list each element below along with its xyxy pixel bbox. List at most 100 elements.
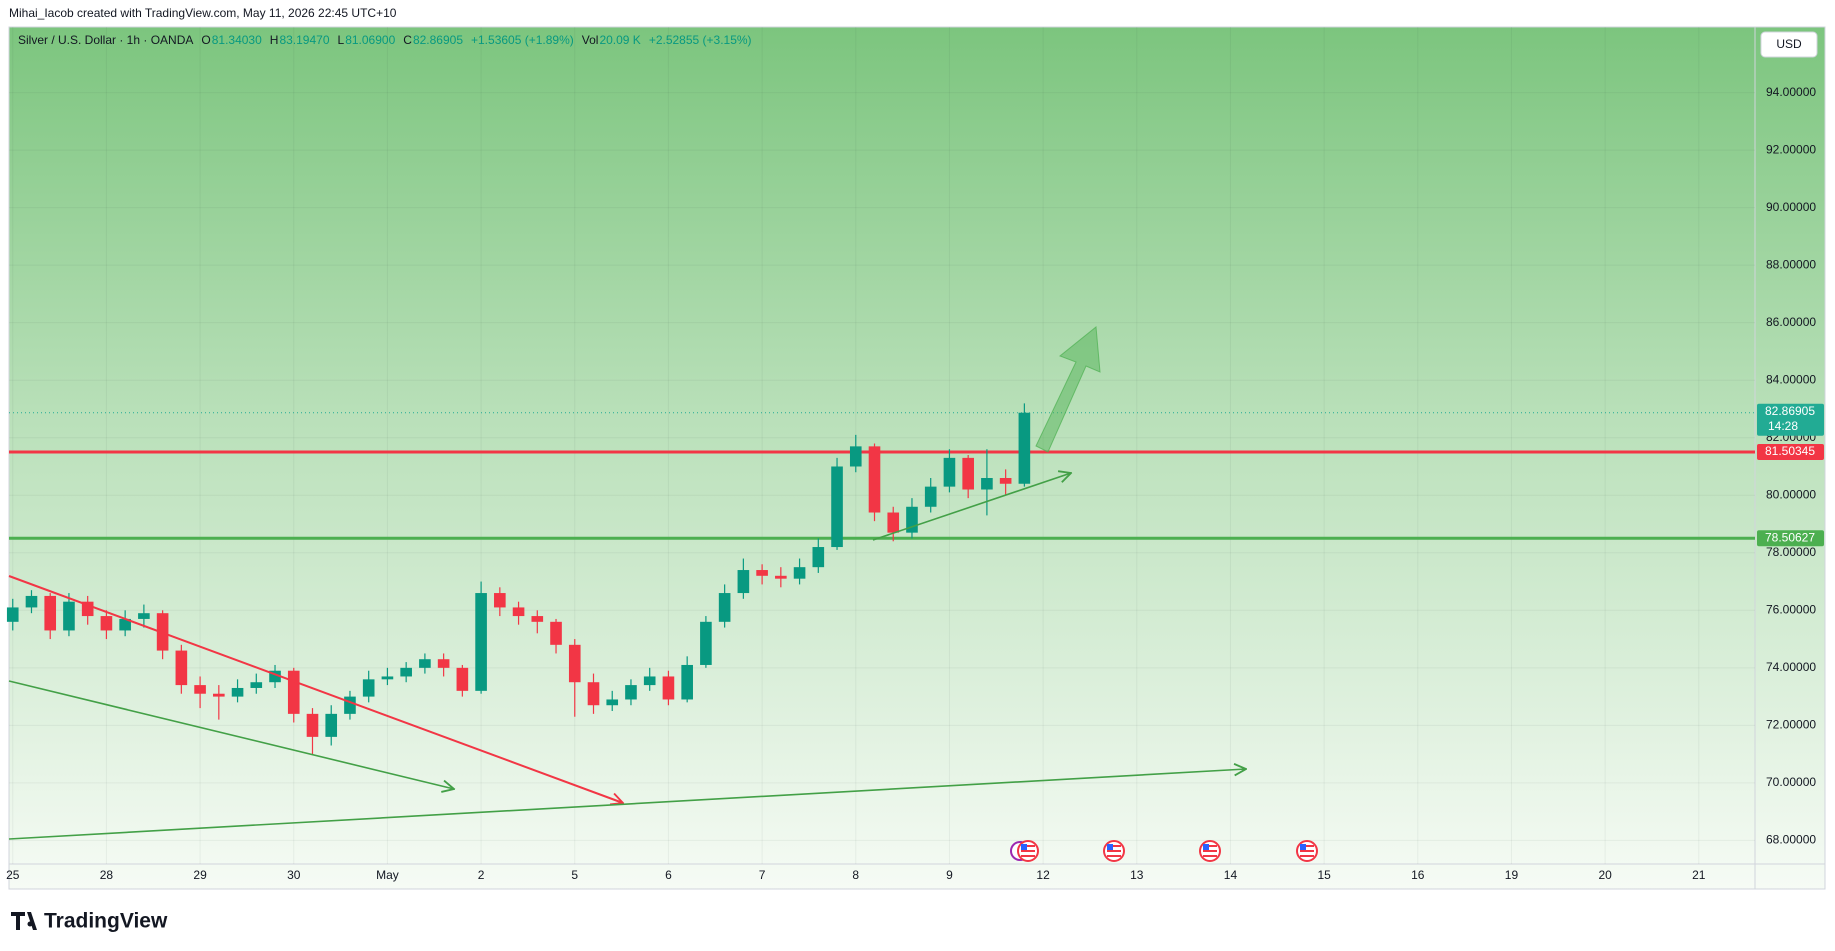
brand: TradingView (11, 910, 168, 933)
candle-body (419, 659, 431, 668)
candle-body (924, 486, 937, 507)
chart-background (8, 26, 1826, 890)
event-marker[interactable] (1103, 840, 1125, 862)
y-tick-label: 92.00000 (1766, 142, 1816, 156)
x-tick-label: 14 (1224, 868, 1238, 882)
candle-body (849, 446, 862, 467)
candle-body (494, 593, 506, 608)
candle-body (437, 659, 450, 668)
legend-value: 81.34030 (212, 33, 262, 47)
candle-body (625, 685, 637, 700)
trend-line (8, 769, 1246, 840)
candle-body (812, 547, 825, 568)
currency-button-frame[interactable] (1760, 31, 1818, 58)
legend-value: 82.86905 (413, 33, 463, 47)
currency-label[interactable]: USD (1776, 37, 1802, 51)
levels (9, 412, 1755, 540)
trend-line (872, 473, 1071, 541)
candle-body (44, 595, 57, 631)
candle-body (63, 601, 75, 631)
brand-logo (11, 912, 37, 930)
y-tick-label: 72.00000 (1766, 718, 1816, 732)
level-price-label: 78.50627 (1765, 530, 1815, 544)
event-marker[interactable] (1017, 840, 1039, 862)
brand-logo-dot (27, 921, 33, 927)
event-markers (1010, 840, 1318, 862)
candle-body (700, 621, 712, 665)
x-tick-label: 25 (6, 868, 20, 882)
candle-body (999, 478, 1012, 484)
candle-body (231, 687, 244, 697)
y-tick-label: 74.00000 (1766, 660, 1816, 674)
x-tick-label: 29 (193, 868, 207, 882)
candle-body (362, 679, 375, 697)
candle-body (662, 676, 675, 700)
countdown-label: 14:28 (1768, 419, 1798, 433)
candle-body (6, 607, 19, 622)
legend-value: 20.09 K (599, 33, 640, 47)
candle-body (269, 670, 281, 683)
candle-body (100, 616, 113, 631)
legend-key: L (338, 33, 345, 47)
candle-body (25, 595, 38, 608)
event-marker[interactable] (1296, 840, 1318, 862)
y-tick-label: 86.00000 (1766, 315, 1816, 329)
x-tick-label: 16 (1411, 868, 1425, 882)
candle-body (775, 575, 787, 579)
attribution: Mihai_Iacob created with TradingView.com… (9, 6, 397, 20)
x-tick-label: 13 (1130, 868, 1144, 882)
candle-body (981, 478, 993, 490)
candle-body (587, 682, 600, 706)
projection-arrow (1035, 326, 1101, 453)
legend-key: O (201, 33, 210, 47)
legend-value: +1.53605 (+1.89%) (471, 33, 574, 47)
x-tick-label: 5 (571, 868, 578, 882)
x-tick-label: 7 (759, 868, 766, 882)
candle-body (400, 667, 412, 677)
legend: Silver / U.S. Dollar · 1h · OANDA O81.340… (18, 33, 752, 47)
grid (9, 27, 1755, 864)
candle-body (381, 676, 394, 680)
candle-body (287, 670, 300, 714)
legend-value: 83.19470 (279, 33, 329, 47)
x-tick-label: 19 (1505, 868, 1519, 882)
candle-body (456, 667, 469, 691)
candle-body (531, 616, 544, 622)
candle-body (1018, 412, 1031, 484)
last-price-box (1757, 403, 1824, 436)
candle-body (344, 696, 356, 714)
x-tick-label: 12 (1036, 868, 1050, 882)
legend-symbol: Silver / U.S. Dollar · 1h · OANDA (18, 33, 193, 47)
y-tick-label: 90.00000 (1766, 200, 1816, 214)
y-tick-label: 84.00000 (1766, 372, 1816, 386)
candle-body (643, 676, 656, 686)
candle-body (718, 593, 731, 622)
legend-key: C (403, 33, 412, 47)
candle-body (306, 713, 319, 737)
trend-line (8, 680, 454, 789)
event-marker[interactable] (1199, 840, 1221, 862)
candle-body (887, 512, 900, 533)
legend-value: +2.52855 (+3.15%) (649, 33, 752, 47)
axes: 68.00000 70.00000 72.00000 74.00000 76.00000… (6, 85, 1824, 882)
y-tick-label: 76.00000 (1766, 602, 1816, 616)
candle-body (119, 618, 131, 631)
legend-key: H (270, 33, 279, 47)
level-price-label: 81.50345 (1765, 444, 1815, 458)
candle-body (194, 685, 206, 694)
candle-body (737, 570, 750, 594)
y-tick-label: 80.00000 (1766, 487, 1816, 501)
y-tick-label: 94.00000 (1766, 85, 1816, 99)
brand-name: TradingView (44, 910, 168, 933)
candle-body (213, 693, 225, 697)
candle-body (512, 607, 525, 617)
candle-body (831, 466, 843, 548)
currency-button[interactable]: USD (1760, 31, 1818, 58)
candle-body (943, 457, 956, 487)
x-tick-label: 15 (1317, 868, 1331, 882)
candle-body (81, 601, 94, 617)
x-tick-label: 30 (287, 868, 301, 882)
candle-body (175, 650, 188, 686)
